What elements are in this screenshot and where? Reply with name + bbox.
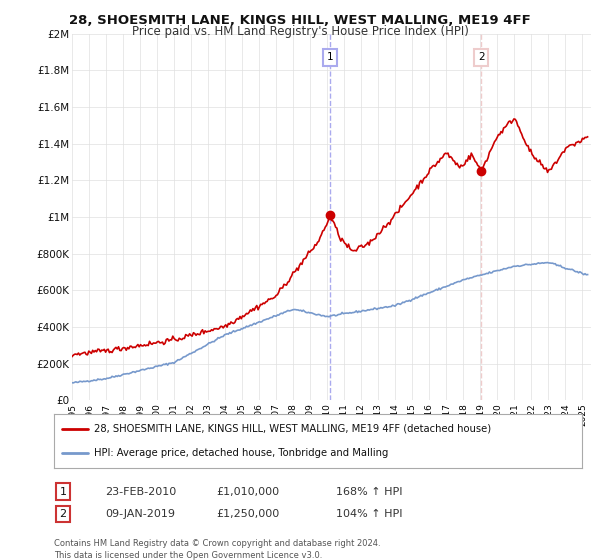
Text: 2: 2: [478, 53, 484, 63]
Text: 28, SHOESMITH LANE, KINGS HILL, WEST MALLING, ME19 4FF: 28, SHOESMITH LANE, KINGS HILL, WEST MAL…: [69, 14, 531, 27]
Text: £1,250,000: £1,250,000: [216, 509, 279, 519]
Text: Contains HM Land Registry data © Crown copyright and database right 2024.
This d: Contains HM Land Registry data © Crown c…: [54, 539, 380, 559]
Text: 104% ↑ HPI: 104% ↑ HPI: [336, 509, 403, 519]
Text: 2: 2: [59, 509, 67, 519]
Text: HPI: Average price, detached house, Tonbridge and Malling: HPI: Average price, detached house, Tonb…: [94, 448, 388, 458]
Text: £1,010,000: £1,010,000: [216, 487, 279, 497]
Text: 168% ↑ HPI: 168% ↑ HPI: [336, 487, 403, 497]
Text: 23-FEB-2010: 23-FEB-2010: [105, 487, 176, 497]
Text: 1: 1: [326, 53, 333, 63]
Text: 09-JAN-2019: 09-JAN-2019: [105, 509, 175, 519]
Text: 1: 1: [59, 487, 67, 497]
Text: 28, SHOESMITH LANE, KINGS HILL, WEST MALLING, ME19 4FF (detached house): 28, SHOESMITH LANE, KINGS HILL, WEST MAL…: [94, 424, 491, 434]
Text: Price paid vs. HM Land Registry's House Price Index (HPI): Price paid vs. HM Land Registry's House …: [131, 25, 469, 38]
